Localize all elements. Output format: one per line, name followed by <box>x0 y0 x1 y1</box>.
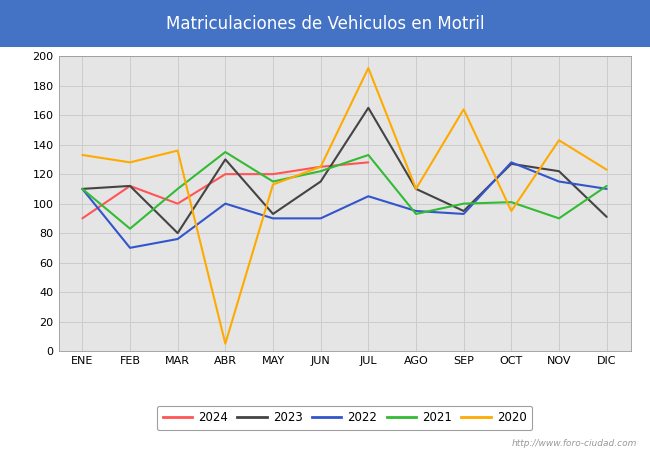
Text: Matriculaciones de Vehiculos en Motril: Matriculaciones de Vehiculos en Motril <box>166 14 484 33</box>
Legend: 2024, 2023, 2022, 2021, 2020: 2024, 2023, 2022, 2021, 2020 <box>157 405 532 430</box>
Text: http://www.foro-ciudad.com: http://www.foro-ciudad.com <box>512 439 637 448</box>
